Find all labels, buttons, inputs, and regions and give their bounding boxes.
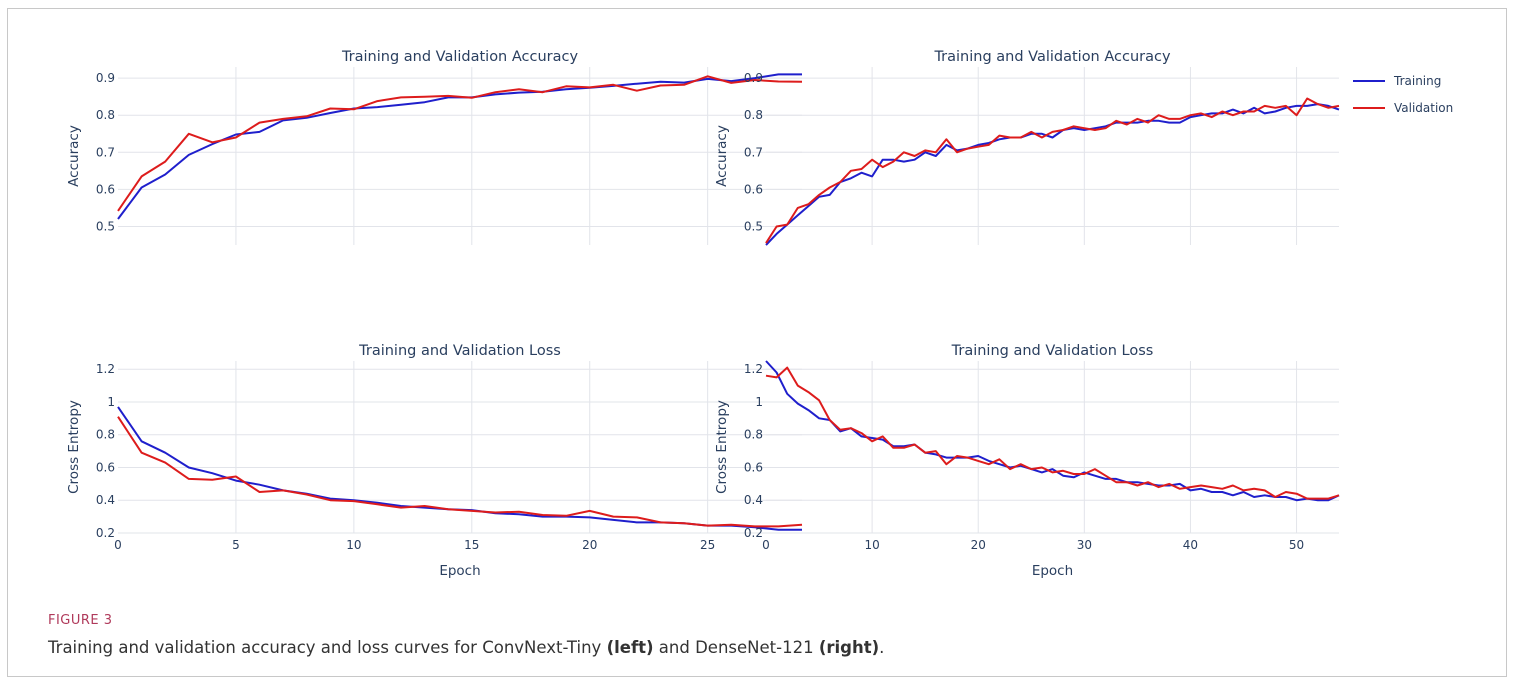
- panel-3-validation-line: [117, 416, 803, 528]
- panel-4-xtick-label: 30: [1077, 538, 1092, 552]
- panel-3-ytick-label: 1: [107, 395, 115, 409]
- panel-2-ytick-label: 0.8: [744, 108, 763, 122]
- panel-3-title: Training and Validation Loss: [358, 343, 561, 359]
- panel-4-ytick-label: 0.4: [744, 493, 763, 507]
- figure-caption: Training and validation accuracy and los…: [48, 638, 884, 657]
- figure-plots: 0.5 0.6 0.7 0.8 0.9 Training and Validation A…: [66, 49, 1453, 579]
- panel-3-training-line: [117, 406, 802, 531]
- panel-2-training-line: [765, 103, 1340, 246]
- panel-1-ylabel: Accuracy: [66, 125, 82, 187]
- caption-text-a: Training and validation accuracy and los…: [48, 638, 607, 657]
- panel-3-xlabel: Epoch: [439, 563, 480, 579]
- panel-4-ytick-label: 1: [755, 395, 763, 409]
- panel-3-xtick-label: 5: [232, 538, 240, 552]
- panel-4-ytick-label: 0.6: [744, 460, 763, 474]
- panel-4-xtick-label: 50: [1289, 538, 1304, 552]
- figure-label: FIGURE 3: [48, 613, 113, 628]
- panel-4-validation-line: [765, 366, 1340, 500]
- panel-2-ytick-label: 0.6: [744, 182, 763, 196]
- panel-2-validation-line: [765, 97, 1340, 244]
- panel-3-xtick-label: 25: [700, 538, 715, 552]
- caption-bold-right: (right): [818, 638, 880, 657]
- panel-3-ytick-label: 0.2: [96, 526, 115, 540]
- figure-frame: 0.5 0.6 0.7 0.8 0.9 Training and Validation A…: [7, 8, 1507, 677]
- panel-3-xtick-label: 0: [114, 538, 122, 552]
- caption-bold-left: (left): [606, 638, 654, 657]
- panel-4-xtick-label: 10: [864, 538, 879, 552]
- panel-3-xtick-label: 10: [346, 538, 361, 552]
- panel-4-xtick-label: 20: [971, 538, 986, 552]
- panel-3-xtick-label: 15: [464, 538, 479, 552]
- panel-3-ytick-label: 1.2: [96, 362, 115, 376]
- panel-4-ytick-label: 0.8: [744, 428, 763, 442]
- panel-3-ytick-label: 0.6: [96, 460, 115, 474]
- panel-2-ytick-label: 0.9: [744, 71, 763, 85]
- panel-4-ytick-label: 1.2: [744, 362, 763, 376]
- panel-2-title: Training and Validation Accuracy: [933, 49, 1171, 65]
- legend-training-label: Training: [1393, 74, 1441, 88]
- panel-1-ytick-label: 0.9: [96, 71, 115, 85]
- panel-2-ytick-label: 0.7: [744, 145, 763, 159]
- caption-text-b: and DenseNet-121: [653, 638, 819, 657]
- panel-4-title: Training and Validation Loss: [951, 343, 1154, 359]
- caption-text-c: .: [879, 638, 885, 657]
- legend-validation-label: Validation: [1394, 101, 1453, 115]
- panel-4-xtick-label: 40: [1183, 538, 1198, 552]
- panel-3-ylabel: Cross Entropy: [66, 400, 82, 494]
- panel-4-ytick-label: 0.2: [744, 526, 763, 540]
- panel-1-title: Training and Validation Accuracy: [341, 49, 579, 65]
- panel-4-ylabel: Cross Entropy: [714, 400, 730, 494]
- panel-1-ytick-label: 0.7: [96, 145, 115, 159]
- panel-3-xtick-label: 20: [582, 538, 597, 552]
- panel-4-xtick-label: 0: [762, 538, 770, 552]
- panel-1-ytick-label: 0.5: [96, 219, 115, 233]
- panel-4-xlabel: Epoch: [1032, 563, 1073, 579]
- panel-3-ytick-label: 0.4: [96, 493, 115, 507]
- panel-1-ytick-label: 0.6: [96, 182, 115, 196]
- panel-2-ylabel: Accuracy: [714, 125, 730, 187]
- panel-2-ytick-label: 0.5: [744, 219, 763, 233]
- panel-4-training-line: [765, 360, 1340, 502]
- panel-3-ytick-label: 0.8: [96, 428, 115, 442]
- panel-1-validation-line: [117, 75, 803, 212]
- panel-1-ytick-label: 0.8: [96, 108, 115, 122]
